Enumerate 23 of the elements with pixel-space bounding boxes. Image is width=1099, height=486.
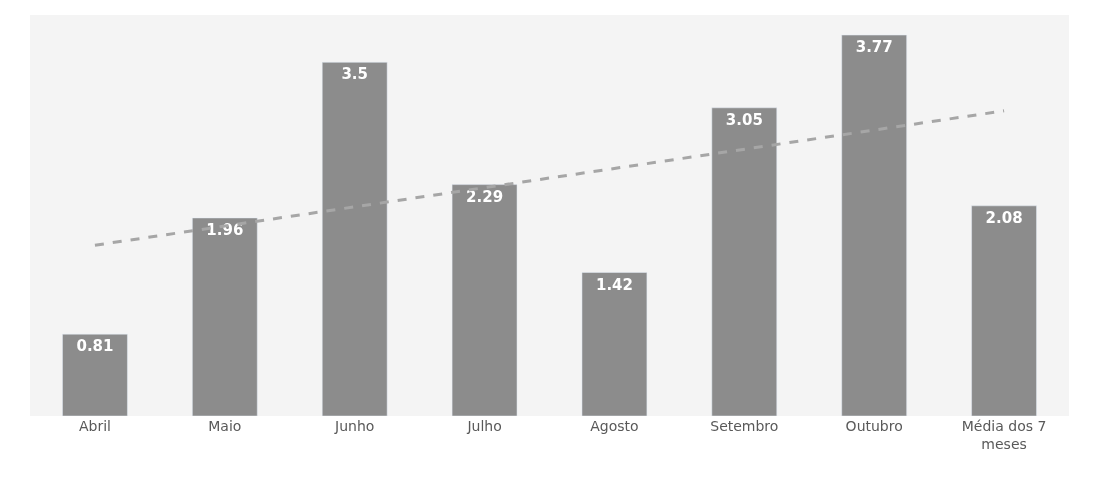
bar bbox=[971, 205, 1037, 416]
x-tick-label: Outubro bbox=[845, 418, 903, 434]
x-tick-label: Julho bbox=[466, 418, 502, 434]
x-tick-label: Abril bbox=[78, 418, 111, 434]
data-label: 3.05 bbox=[725, 110, 763, 129]
bar bbox=[581, 272, 648, 416]
data-label: 2.08 bbox=[985, 208, 1023, 227]
bar bbox=[841, 34, 907, 416]
data-label: 0.81 bbox=[76, 337, 114, 356]
x-tick-label: Junho bbox=[334, 418, 375, 434]
bar bbox=[451, 184, 518, 416]
data-label: 1.42 bbox=[595, 275, 633, 294]
x-tick-label: Maio bbox=[208, 418, 242, 434]
x-tick-label: Agosto bbox=[590, 418, 639, 434]
bar bbox=[711, 107, 778, 416]
data-label: 2.29 bbox=[466, 187, 504, 206]
bar bbox=[321, 62, 388, 416]
data-label: 3.77 bbox=[855, 38, 893, 57]
bar bbox=[192, 217, 258, 416]
x-tick-label: Setembro bbox=[710, 418, 779, 434]
x-tick-label: Média dos 7 meses bbox=[961, 418, 1047, 453]
bar bbox=[62, 333, 128, 416]
data-label: 3.5 bbox=[341, 65, 368, 84]
